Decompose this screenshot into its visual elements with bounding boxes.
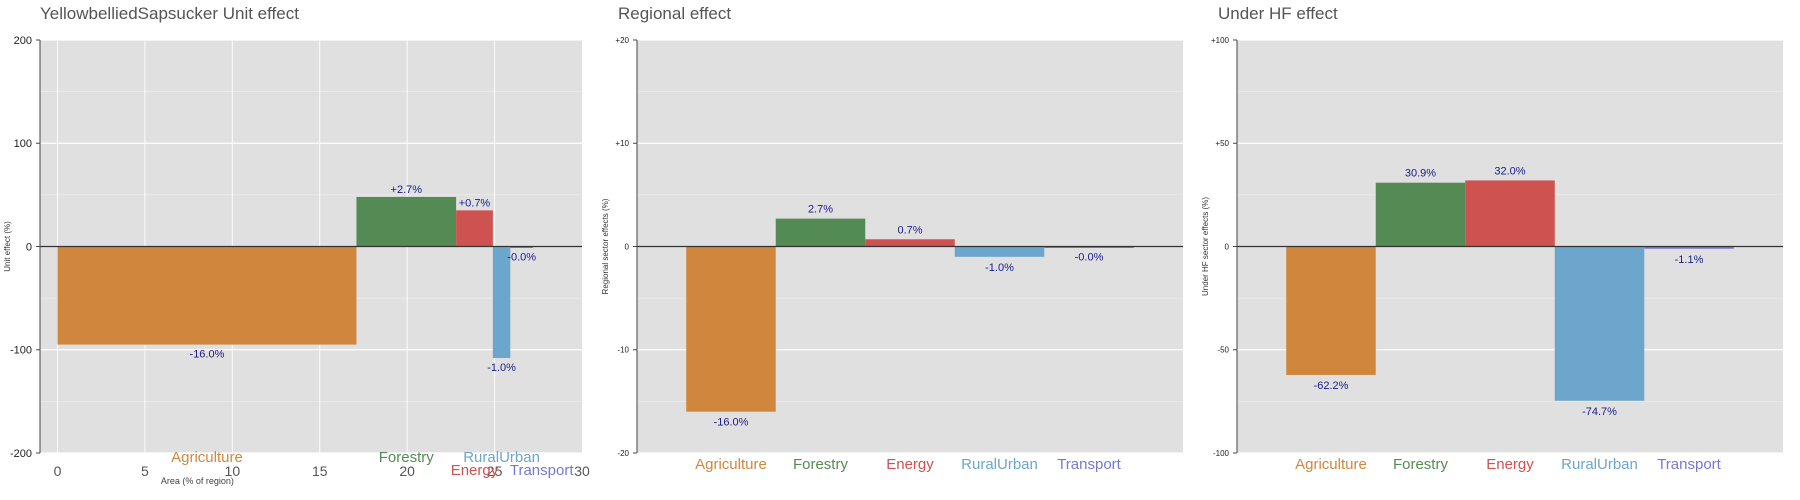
data-label: -74.7% <box>1582 406 1617 418</box>
bar-transport <box>1044 246 1134 248</box>
bar-energy <box>865 239 955 247</box>
bar-forestry <box>356 196 457 247</box>
data-label: -0.0% <box>1075 252 1104 264</box>
data-label: 32.0% <box>1494 165 1525 177</box>
y-axis-label: Unit effect (%) <box>3 221 12 272</box>
data-label: 2.7% <box>808 204 833 216</box>
bar-energy <box>456 210 493 247</box>
bar-ruralurban <box>1554 246 1645 401</box>
y-tick-label: -100 <box>10 345 32 357</box>
data-label: +2.7% <box>391 184 423 196</box>
data-label: 30.9% <box>1405 168 1436 180</box>
category-label-ruralurban: RuralUrban <box>1561 456 1638 473</box>
category-label-transport: Transport <box>510 462 574 479</box>
category-label-agriculture: Agriculture <box>171 449 243 466</box>
unit-effect-title: YellowbelliedSapsucker Unit effect <box>40 4 299 23</box>
data-label: -16.0% <box>714 417 749 429</box>
x-axis-label: Area (% of region) <box>161 476 234 486</box>
category-label-agriculture: Agriculture <box>1295 456 1367 473</box>
category-label-forestry: Forestry <box>793 456 849 473</box>
y-tick-label: 0 <box>1225 242 1230 251</box>
x-tick-label: 30 <box>574 463 590 479</box>
y-tick-label: 100 <box>14 138 32 150</box>
category-label-energy: Energy <box>886 456 934 473</box>
category-label-agriculture: Agriculture <box>695 456 767 473</box>
y-tick-label: -200 <box>10 448 32 460</box>
data-label: -62.2% <box>1314 380 1349 392</box>
data-label: -1.0% <box>985 262 1014 274</box>
x-tick-label: 10 <box>225 463 241 479</box>
bar-ruralurban <box>492 246 511 359</box>
y-tick-label: -100 <box>1213 449 1230 458</box>
category-label-energy: Energy <box>1486 456 1534 473</box>
bar-agriculture <box>57 246 357 345</box>
data-label: -0.0% <box>507 252 536 264</box>
y-tick-label: -50 <box>1217 346 1229 355</box>
y-tick-label: +50 <box>1215 139 1229 148</box>
y-tick-label: +100 <box>1211 36 1230 45</box>
x-tick-label: 25 <box>487 463 503 479</box>
data-label: +0.7% <box>459 197 491 209</box>
y-tick-label: +20 <box>615 36 629 45</box>
y-tick-label: -20 <box>617 449 629 458</box>
category-label-forestry: Forestry <box>1393 456 1449 473</box>
data-label: -1.1% <box>1675 254 1704 266</box>
y-tick-label: 200 <box>14 35 32 47</box>
bar-agriculture <box>1286 246 1376 375</box>
category-label-transport: Transport <box>1057 456 1121 473</box>
bar-energy <box>1465 180 1555 247</box>
bar-transport <box>1644 246 1734 249</box>
bar-ruralurban <box>954 246 1045 257</box>
bar-agriculture <box>686 246 776 412</box>
x-tick-label: 15 <box>312 463 328 479</box>
category-label-energy: Energy <box>451 462 499 479</box>
category-label-transport: Transport <box>1657 456 1721 473</box>
x-tick-label: 20 <box>399 463 415 479</box>
x-tick-label: 0 <box>54 463 62 479</box>
category-label-ruralurban: RuralUrban <box>463 449 540 466</box>
under-hf-effect-title: Under HF effect <box>1218 4 1338 23</box>
y-tick-label: -10 <box>617 346 629 355</box>
bar-forestry <box>775 218 866 247</box>
data-label: -16.0% <box>190 349 225 361</box>
data-label: -1.0% <box>487 362 516 374</box>
category-label-ruralurban: RuralUrban <box>961 456 1038 473</box>
category-label-forestry: Forestry <box>379 449 435 466</box>
y-tick-label: 0 <box>26 241 32 253</box>
y-axis-label: Under HF sector effects (%) <box>1201 197 1210 296</box>
bar-transport <box>510 246 534 248</box>
data-label: 0.7% <box>897 224 922 236</box>
x-tick-label: 5 <box>141 463 149 479</box>
y-tick-label: 0 <box>625 242 630 251</box>
bar-forestry <box>1375 182 1466 247</box>
regional-effect-title: Regional effect <box>618 4 732 23</box>
y-tick-label: +10 <box>615 139 629 148</box>
y-axis-label: Regional sector effects (%) <box>601 198 610 294</box>
